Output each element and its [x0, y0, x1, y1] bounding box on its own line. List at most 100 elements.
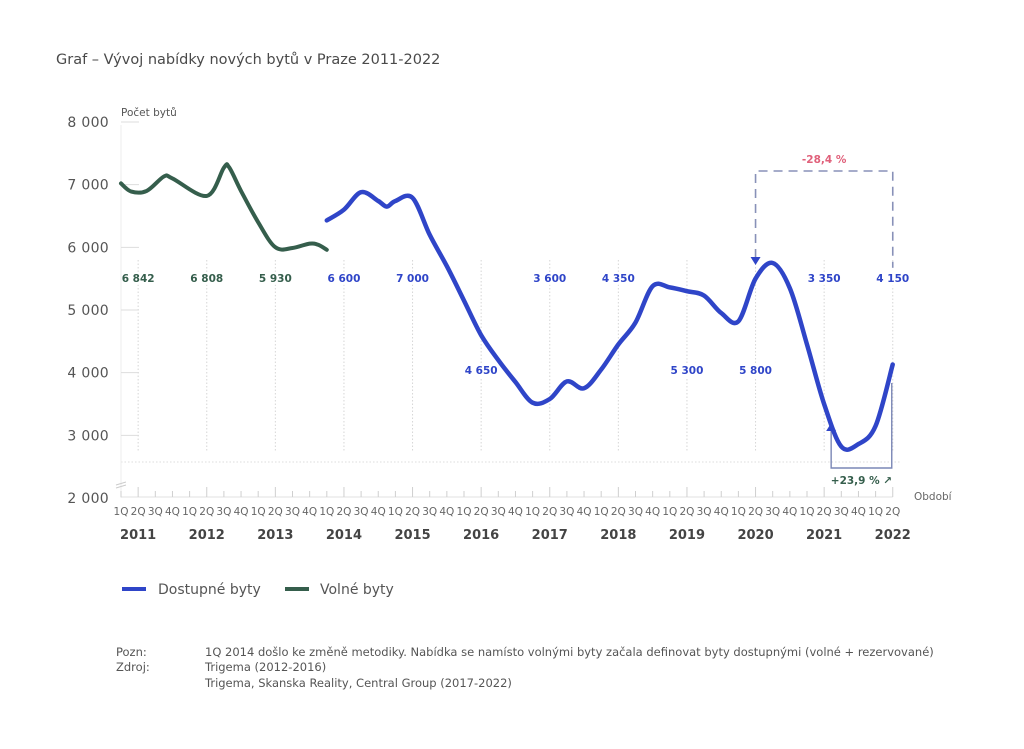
axis-break-mark [115, 481, 127, 486]
x-tick-label: 3Q [491, 506, 506, 518]
year-label: 2014 [326, 528, 362, 543]
data-label-dostupne: 3 600 [533, 273, 566, 285]
chart-title: Graf – Vývoj nabídky nových bytů v Praze… [56, 52, 440, 68]
y-tick-label: 3 000 [67, 428, 109, 444]
x-tick-label: 4Q [234, 506, 249, 518]
x-tick-label: 3Q [148, 506, 163, 518]
x-tick-label: 3Q [697, 506, 712, 518]
data-label-bg [190, 271, 223, 285]
x-tick-label: 4Q [577, 506, 592, 518]
data-label-bg [533, 271, 566, 285]
data-label-dostupne: 6 600 [328, 273, 361, 285]
data-label-bg [122, 271, 155, 285]
y-tick-label: 4 000 [67, 366, 109, 382]
source-line-2: Trigema, Skanska Reality, Central Group … [204, 676, 512, 690]
x-axis-label: Období [914, 491, 953, 503]
annotations: -28,4 % +23,9 % ↗ [750, 154, 894, 487]
dashed-bracket-decrease [754, 170, 894, 283]
x-tick-label: 4Q [851, 506, 866, 518]
year-label: 2018 [600, 528, 636, 543]
x-tick-label: 2Q [199, 506, 214, 518]
x-tick-label: 3Q [559, 506, 574, 518]
legend: Dostupné byty Volné byty [122, 582, 394, 598]
x-tick-label: 1Q [868, 506, 883, 518]
year-label: 2017 [532, 528, 568, 543]
data-label-dostupne: 5 300 [671, 365, 704, 377]
x-tick-label: 1Q [182, 506, 197, 518]
x-tick-label: 4Q [165, 506, 180, 518]
data-label-volne: 6 842 [122, 273, 155, 285]
x-tick-label: 2Q [268, 506, 283, 518]
annotation-decrease: -28,4 % [802, 154, 847, 166]
x-tick-label: 1Q [731, 506, 746, 518]
source-line-1: Trigema (2012-2016) [204, 660, 326, 674]
data-label-bg [808, 271, 841, 285]
year-label: 2016 [463, 528, 499, 543]
y-tick-label: 5 000 [67, 303, 109, 319]
x-tick-label: 3Q [628, 506, 643, 518]
x-tick-label: 4Q [645, 506, 660, 518]
x-tick-label: 3Q [834, 506, 849, 518]
year-label: 2012 [189, 528, 225, 543]
note-label: Pozn: [116, 645, 147, 659]
x-tick-label: 4Q [508, 506, 523, 518]
data-label-bg [465, 363, 498, 377]
y-axis-label: Počet bytů [121, 107, 177, 119]
x-tick-label: 3Q [354, 506, 369, 518]
axis-break-mark [115, 484, 127, 489]
year-label: 2019 [669, 528, 705, 543]
year-label: 2013 [257, 528, 293, 543]
annotation-increase: +23,9 % ↗ [831, 475, 892, 487]
x-tick-label: 4Q [371, 506, 386, 518]
x-tick-label: 1Q [800, 506, 815, 518]
year-label: 2011 [120, 528, 156, 543]
y-tick-label: 8 000 [67, 115, 109, 131]
year-label: 2022 [875, 528, 911, 543]
data-label-bg [396, 271, 429, 285]
data-labels: 6 600 7 000 4 650 3 600 4 350 5 300 5 800 3 350… [122, 267, 915, 377]
x-tick-label: 2Q [748, 506, 763, 518]
x-tick-label: 1Q [114, 506, 129, 518]
x-tick-label: 1Q [662, 506, 677, 518]
y-tick-label: 7 000 [67, 178, 109, 194]
note-text: 1Q 2014 došlo ke změně metodiky. Nabídka… [205, 645, 934, 659]
data-label-bg [327, 271, 360, 285]
x-tick-label: 1Q [525, 506, 540, 518]
x-axis: 1Q 2Q 3Q 4Q 1Q 2Q 3Q 4Q 1Q 2Q 3Q 4Q 1Q 2Q 3Q 4Q 1Q 2Q 3Q 4Q… [114, 487, 911, 543]
x-tick-label: 3Q [216, 506, 231, 518]
x-tick-label: 2Q [611, 506, 626, 518]
series-line-dostupne [324, 189, 895, 452]
footnotes: Pozn: 1Q 2014 došlo ke změně metodiky. N… [116, 645, 934, 690]
x-tick-label: 2Q [542, 506, 557, 518]
data-label-dostupne: 3 350 [808, 273, 841, 285]
grid [121, 260, 900, 463]
x-tick-label: 2Q [885, 506, 900, 518]
y-axis: 8 000 7 000 6 000 5 000 4 000 3 000 2 000 [67, 115, 139, 507]
x-tick-label: 2Q [817, 506, 832, 518]
arrow-down-icon [750, 257, 761, 265]
x-tick-label: 2Q [474, 506, 489, 518]
source-label: Zdroj: [116, 660, 150, 674]
year-label: 2020 [737, 528, 773, 543]
x-tick-label: 4Q [782, 506, 797, 518]
data-label-bg [870, 267, 915, 286]
data-label-volne: 6 808 [190, 273, 223, 285]
x-tick-label: 1Q [388, 506, 403, 518]
legend-label-volne: Volné byty [320, 582, 394, 598]
x-tick-label: 1Q [251, 506, 266, 518]
x-tick-label: 4Q [714, 506, 729, 518]
x-tick-label: 2Q [336, 506, 351, 518]
x-tick-label: 1Q [594, 506, 609, 518]
year-label: 2021 [806, 528, 842, 543]
data-label-bg [739, 363, 772, 377]
x-tick-label: 3Q [422, 506, 437, 518]
x-tick-label: 2Q [679, 506, 694, 518]
legend-item-dostupne: Dostupné byty [122, 582, 261, 598]
year-label: 2015 [394, 528, 430, 543]
y-tick-label: 6 000 [67, 240, 109, 256]
x-tick-label: 1Q [457, 506, 472, 518]
legend-item-volne: Volné byty [285, 582, 394, 598]
data-label-dostupne: 4 650 [465, 365, 498, 377]
data-label-dostupne: 4 350 [602, 273, 635, 285]
